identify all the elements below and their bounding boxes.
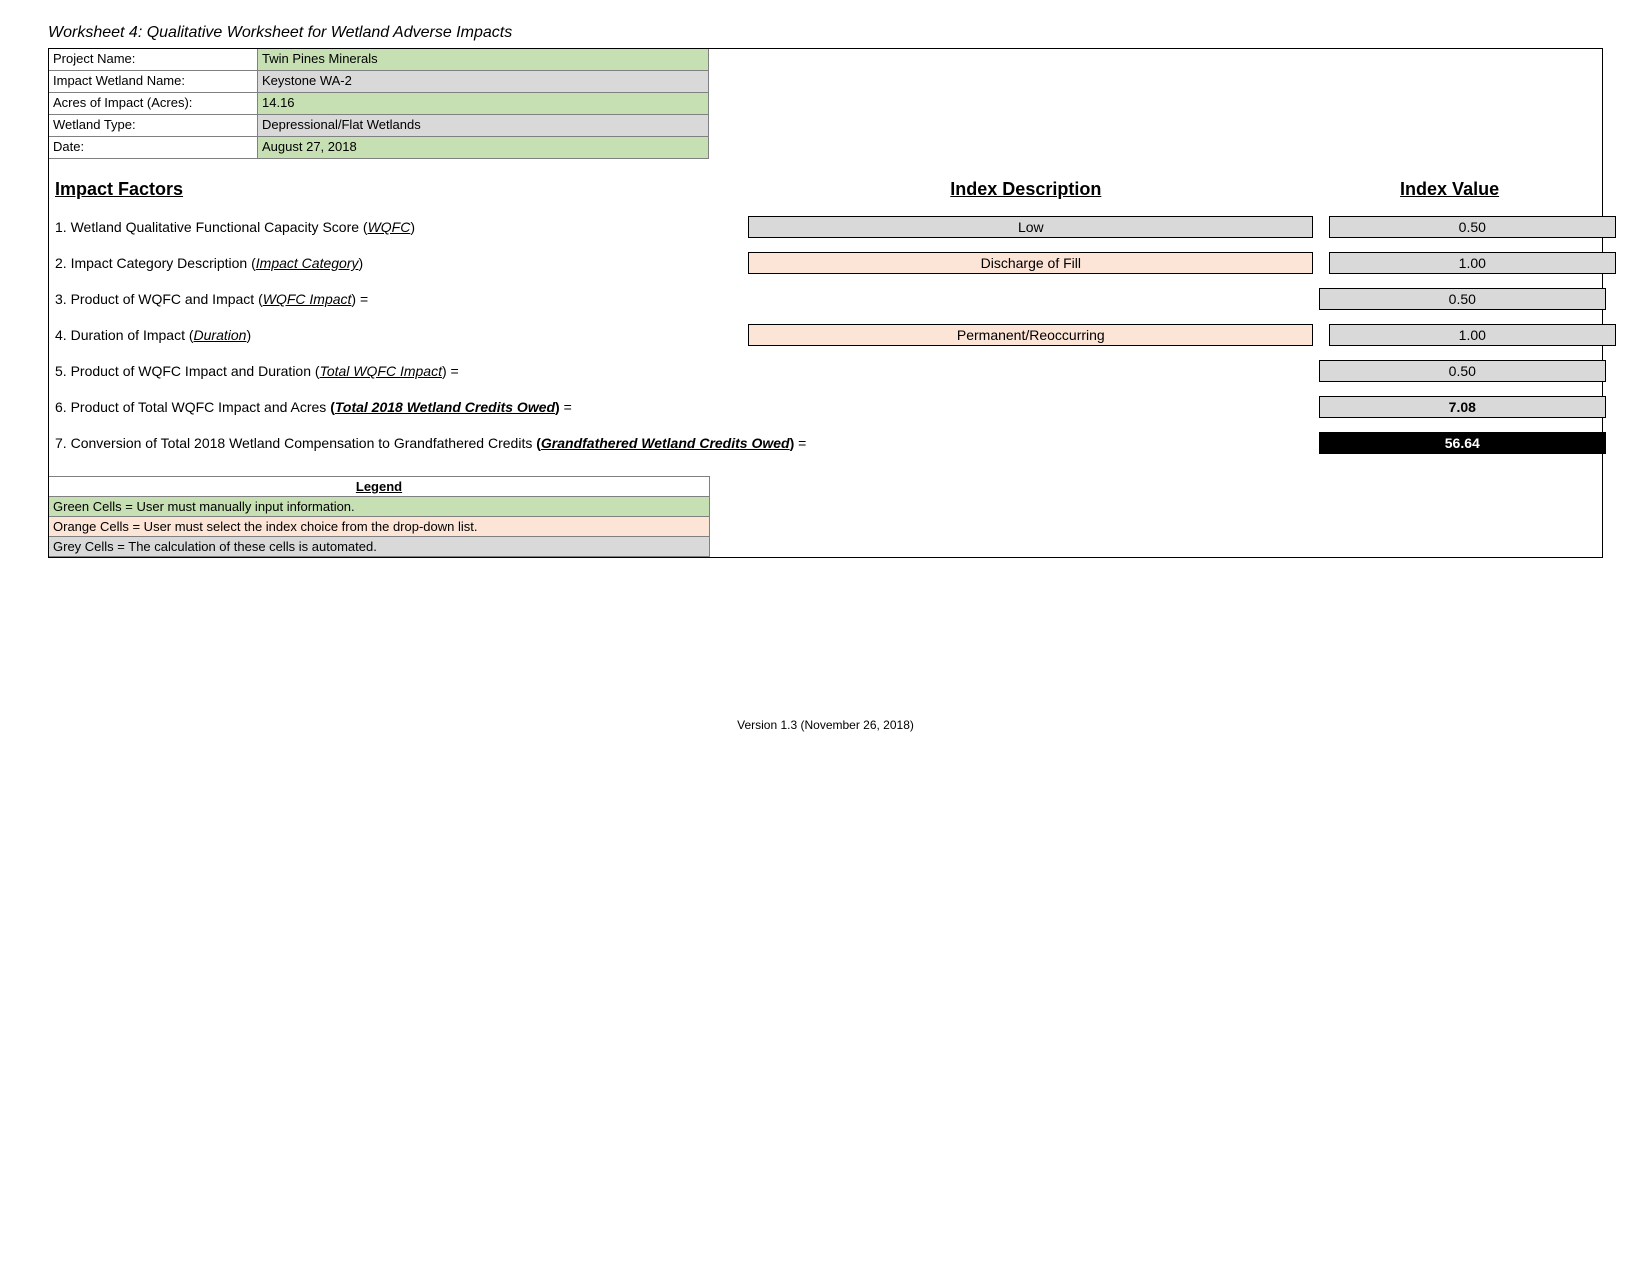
header-label: Wetland Type: [49,115,258,137]
header-row: Acres of Impact (Acres):14.16 [49,93,709,115]
header-row: Impact Wetland Name:Keystone WA-2 [49,71,709,93]
legend-line: Green Cells = User must manually input i… [49,497,709,517]
factor-6-label: 6. Product of Total WQFC Impact and Acre… [55,399,1303,415]
factor-5-index: 0.50 [1319,360,1606,382]
header-value[interactable]: 14.16 [258,93,709,115]
factor-1-desc: Low [748,216,1313,238]
heading-index-value: Index Value [1303,179,1596,200]
factor-row-5: 5. Product of WQFC Impact and Duration (… [49,360,1602,382]
factor-5-label: 5. Product of WQFC Impact and Duration (… [55,363,1303,379]
factor-7-label: 7. Conversion of Total 2018 Wetland Comp… [55,435,1303,451]
header-label: Acres of Impact (Acres): [49,93,258,115]
factor-row-3: 3. Product of WQFC and Impact (WQFC Impa… [49,288,1602,310]
factor-4-index: 1.00 [1329,324,1616,346]
factor-2-label: 2. Impact Category Description (Impact C… [55,255,748,271]
factor-7-index: 56.64 [1319,432,1606,454]
header-row: Date:August 27, 2018 [49,137,709,159]
header-value: Depressional/Flat Wetlands [258,115,709,137]
header-label: Impact Wetland Name: [49,71,258,93]
header-value[interactable]: Twin Pines Minerals [258,49,709,71]
factor-4-desc[interactable]: Permanent/Reoccurring [748,324,1313,346]
factor-3-index: 0.50 [1319,288,1606,310]
heading-impact-factors: Impact Factors [55,179,748,200]
worksheet-title: Worksheet 4: Qualitative Worksheet for W… [48,24,1603,42]
legend-block: Legend Green Cells = User must manually … [49,476,710,557]
legend-line: Grey Cells = The calculation of these ce… [49,537,709,557]
header-value[interactable]: August 27, 2018 [258,137,709,159]
factor-1-label: 1. Wetland Qualitative Functional Capaci… [55,219,748,235]
section-headings-row: Impact Factors Index Description Index V… [49,179,1602,200]
header-table: Project Name:Twin Pines MineralsImpact W… [49,49,1602,159]
heading-index-description: Index Description [748,179,1303,200]
factor-1-index: 0.50 [1329,216,1616,238]
factor-2-index: 1.00 [1329,252,1616,274]
factor-row-4: 4. Duration of Impact (Duration) Permane… [49,324,1602,346]
factor-row-1: 1. Wetland Qualitative Functional Capaci… [49,216,1602,238]
legend-title: Legend [49,477,709,497]
factor-4-label: 4. Duration of Impact (Duration) [55,327,748,343]
factor-2-desc[interactable]: Discharge of Fill [748,252,1313,274]
factor-row-7: 7. Conversion of Total 2018 Wetland Comp… [49,432,1602,454]
factor-row-6: 6. Product of Total WQFC Impact and Acre… [49,396,1602,418]
header-label: Project Name: [49,49,258,71]
factor-3-label: 3. Product of WQFC and Impact (WQFC Impa… [55,291,1303,307]
header-label: Date: [49,137,258,159]
header-row: Wetland Type:Depressional/Flat Wetlands [49,115,709,137]
worksheet-body: Project Name:Twin Pines MineralsImpact W… [48,48,1603,558]
legend-line: Orange Cells = User must select the inde… [49,517,709,537]
factor-6-index: 7.08 [1319,396,1606,418]
page-footer: Version 1.3 (November 26, 2018) [48,718,1603,732]
factor-row-2: 2. Impact Category Description (Impact C… [49,252,1602,274]
header-value: Keystone WA-2 [258,71,709,93]
spacer [49,468,1602,476]
header-row: Project Name:Twin Pines Minerals [49,49,709,71]
